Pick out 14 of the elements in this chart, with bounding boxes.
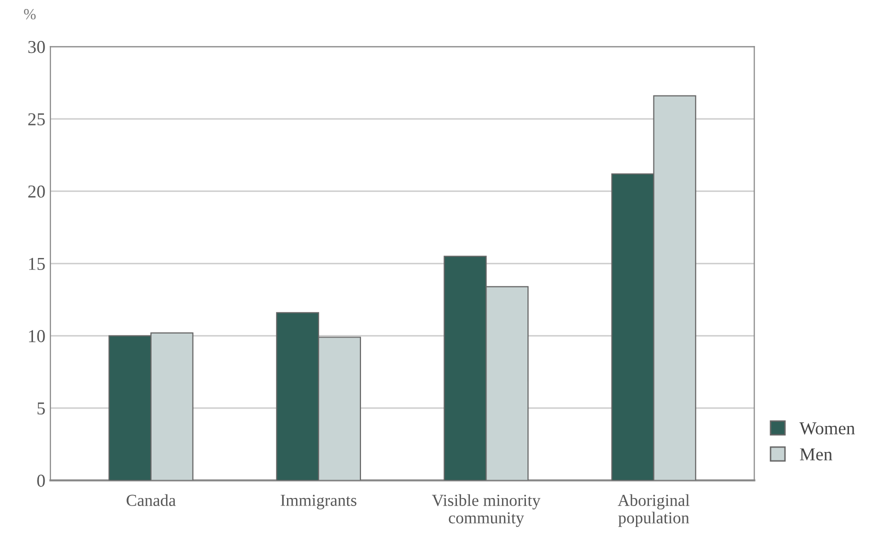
x-tick-label: Visible minority community (432, 494, 540, 527)
y-tick-label: 25 (28, 113, 45, 126)
y-tick-label: 5 (38, 402, 45, 415)
y-tick-label: 10 (29, 330, 45, 342)
y-tick-label: 15 (29, 258, 45, 270)
x-tick-label: Canada (126, 494, 176, 506)
x-tick-label: Immigrants (280, 494, 356, 510)
legend-label: Men (800, 448, 832, 460)
legend-label: Women (799, 422, 855, 434)
x-tick-label: Aboriginal population (618, 494, 690, 527)
y-axis-title: % (24, 9, 36, 20)
y-tick-label: 30 (28, 40, 45, 54)
y-tick-label: 20 (28, 185, 45, 198)
y-tick-label: 0 (37, 474, 45, 487)
